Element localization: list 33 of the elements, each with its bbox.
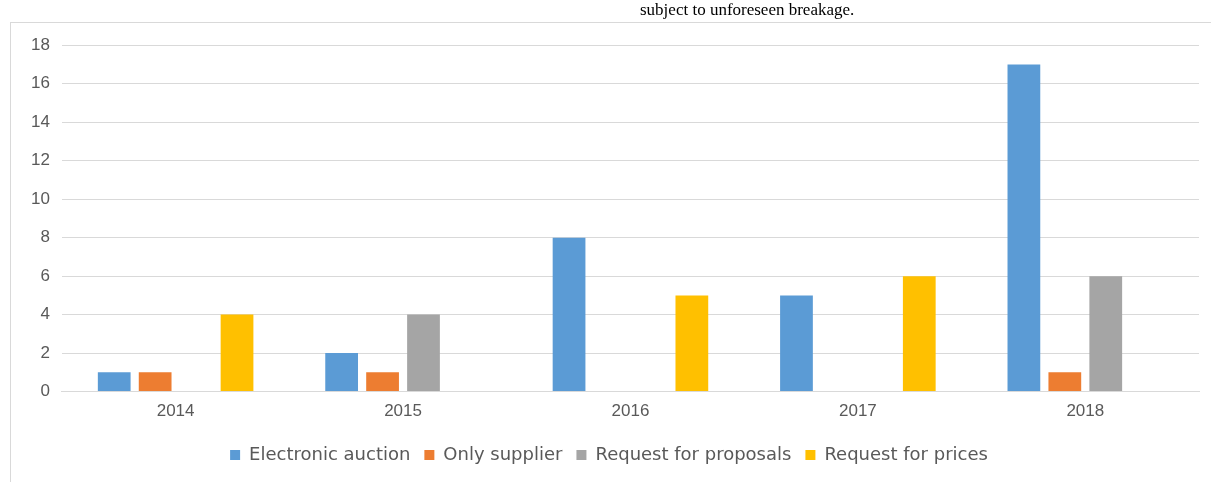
bar xyxy=(97,372,131,392)
x-tick-label: 2017 xyxy=(838,401,877,421)
bar xyxy=(780,295,813,392)
legend-label: Electronic auction xyxy=(249,442,411,464)
bar xyxy=(138,372,172,392)
bar xyxy=(552,237,586,392)
y-tick-label: 10 xyxy=(30,188,50,208)
y-tick-label: 16 xyxy=(30,73,50,93)
y-tick-label: 6 xyxy=(40,265,50,285)
legend-label: Request for proposals xyxy=(595,442,792,464)
bar xyxy=(366,372,399,392)
bar xyxy=(220,314,254,392)
y-tick-label: 2 xyxy=(40,342,50,362)
legend-label: Request for prices xyxy=(824,442,988,464)
y-tick-label: 0 xyxy=(40,381,50,401)
legend-label: Only supplier xyxy=(443,442,564,464)
y-tick-label: 4 xyxy=(40,304,50,324)
x-tick-label: 2016 xyxy=(611,401,650,421)
y-tick-label: 14 xyxy=(30,111,50,131)
x-tick-label: 2015 xyxy=(384,401,422,421)
bar xyxy=(902,276,936,392)
bar xyxy=(325,353,359,392)
y-tick-label: 8 xyxy=(40,227,50,247)
x-tick-label: 2014 xyxy=(156,401,195,421)
bar xyxy=(1048,372,1082,392)
x-tick-label: 2018 xyxy=(1066,401,1105,421)
text: subject to unforeseen breakage. xyxy=(640,0,855,20)
y-tick-label: 18 xyxy=(30,34,50,54)
bar xyxy=(1089,276,1123,392)
bar xyxy=(407,314,440,392)
y-tick-label: 12 xyxy=(30,150,50,170)
bar xyxy=(1007,64,1041,392)
bar xyxy=(675,295,709,392)
